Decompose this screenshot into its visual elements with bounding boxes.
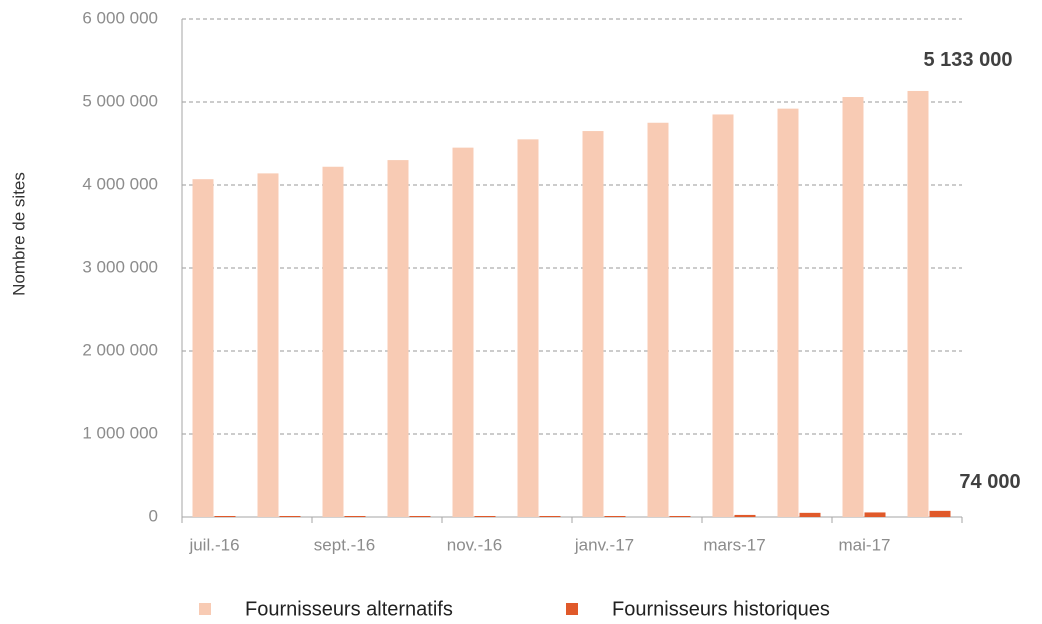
bar: [214, 516, 236, 517]
value-label: 5 133 000: [924, 49, 1013, 71]
x-tick-label: sept.-16: [314, 535, 375, 554]
x-tick-label: janv.-17: [574, 535, 634, 554]
value-label: 74 000: [959, 471, 1020, 493]
bar: [387, 160, 409, 517]
bar: [582, 131, 604, 518]
y-tick-label: 0: [149, 506, 158, 525]
x-tick-label: mai-17: [839, 535, 891, 554]
bar: [257, 173, 279, 517]
bar: [907, 90, 929, 517]
bar: [409, 516, 431, 517]
y-tick-label: 1 000 000: [82, 423, 158, 442]
bar: [799, 512, 821, 517]
y-tick-label: 6 000 000: [82, 8, 158, 27]
y-tick-label: 2 000 000: [82, 340, 158, 359]
bar: [539, 516, 561, 517]
bar: [647, 122, 669, 517]
bar: [192, 179, 214, 517]
bar: [669, 516, 691, 517]
bar: [734, 514, 756, 517]
x-tick-label: juil.-16: [188, 535, 239, 554]
x-tick-label: mars-17: [703, 535, 765, 554]
bar: [864, 512, 886, 517]
bar: [604, 516, 626, 517]
bar: [842, 97, 864, 518]
bar: [344, 516, 366, 517]
bar: [279, 516, 301, 517]
y-tick-label: 5 000 000: [82, 91, 158, 110]
bar: [712, 114, 734, 517]
legend-swatch: [199, 603, 211, 615]
bar: [929, 510, 951, 517]
bar: [777, 108, 799, 517]
bar: [474, 516, 496, 517]
legend-swatch: [566, 603, 578, 615]
legend-label: Fournisseurs historiques: [612, 598, 830, 620]
bar: [322, 166, 344, 518]
x-tick-label: nov.-16: [447, 535, 502, 554]
y-axis-label: Nombre de sites: [9, 172, 28, 296]
bar: [452, 147, 474, 517]
y-tick-label: 3 000 000: [82, 257, 158, 276]
bar: [517, 139, 539, 517]
y-tick-label: 4 000 000: [82, 174, 158, 193]
legend-label: Fournisseurs alternatifs: [245, 598, 453, 620]
